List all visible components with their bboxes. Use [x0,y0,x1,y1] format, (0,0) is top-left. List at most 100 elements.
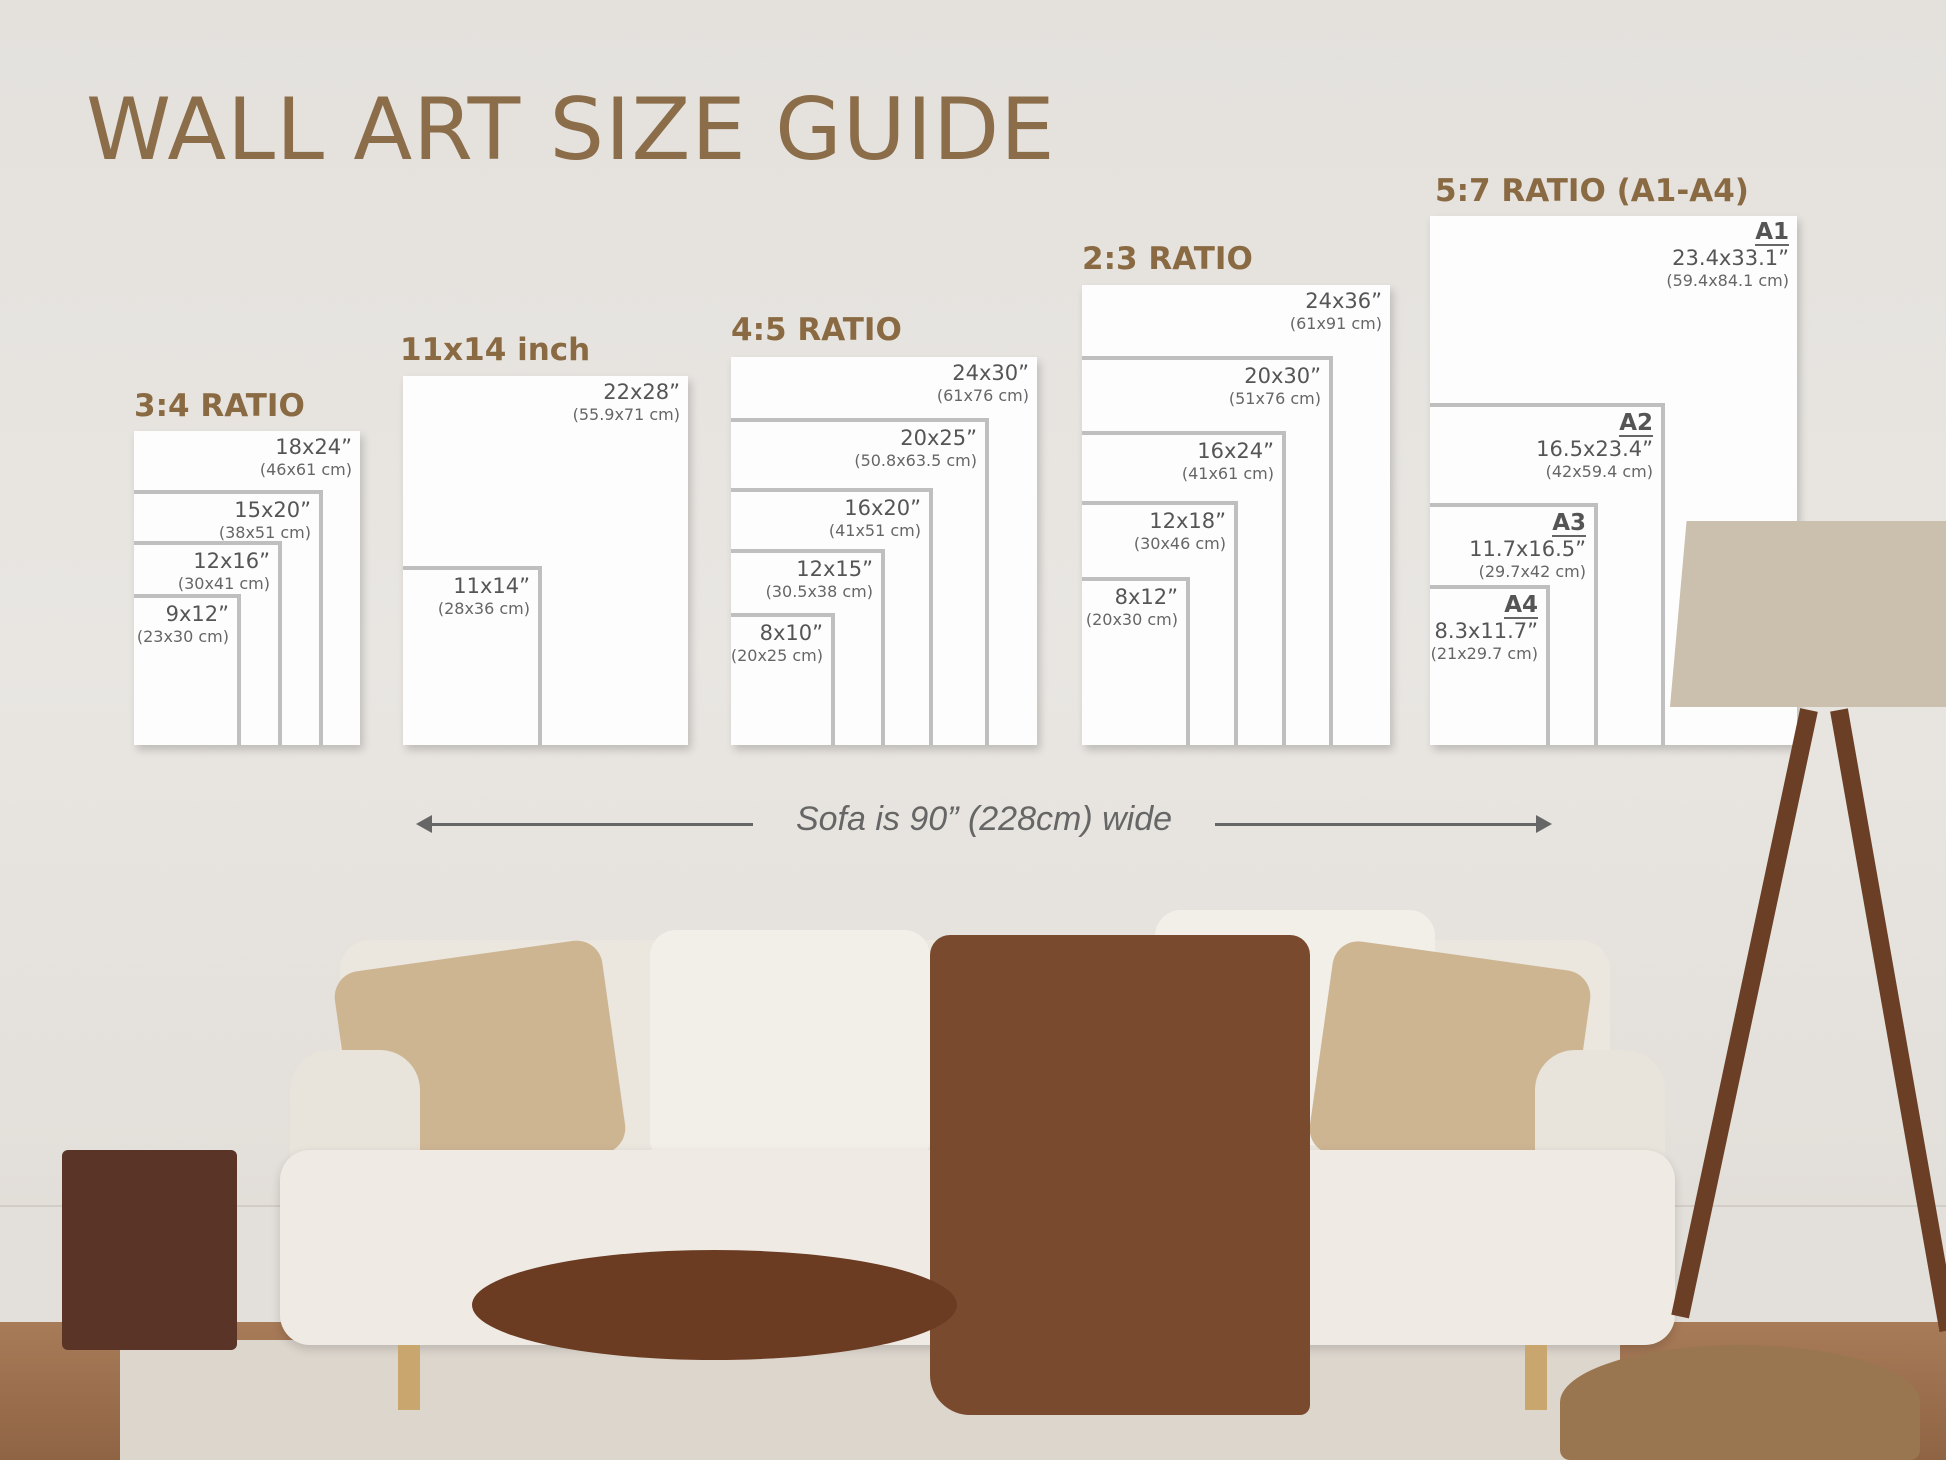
size-inches: 18x24” [275,435,352,459]
ratio-heading: 5:7 RATIO (A1-A4) [1435,173,1749,209]
size-cm: (38x51 cm) [218,523,311,543]
size-cm: (29.7x42 cm) [1478,562,1586,582]
size-outline: A4 8.3x11.7” (21x29.7 cm) [1430,585,1550,745]
size-label: 24x30” (61x76 cm) [937,361,1029,405]
size-cm: (20x25 cm) [730,646,823,666]
size-inches: 11.7x16.5” [1469,537,1586,562]
size-cm: (23x30 cm) [136,627,229,647]
lamp-shade [1670,521,1946,707]
size-outline: 11x14” (28x36 cm) [403,566,542,745]
size-cm: (42x59.4 cm) [1545,462,1653,482]
size-outline: 15x20” (38x51 cm) [134,490,323,745]
size-outline: 20x25” (50.8x63.5 cm) [731,418,989,745]
size-label: A1 23.4x33.1” (59.4x84.1 cm) [1666,220,1789,291]
size-inches: 12x15” [796,557,873,581]
size-label: 18x24” (46x61 cm) [260,435,352,479]
size-outline: 12x16” (30x41 cm) [134,541,282,745]
size-label: 12x18” (30x46 cm) [1134,509,1226,553]
size-cm: (30.5x38 cm) [765,582,873,602]
size-inches: 9x12” [165,602,229,626]
rug [120,1340,1620,1460]
size-cm: (46x61 cm) [259,460,352,480]
size-outline: 12x15” (30.5x38 cm) [731,549,885,745]
size-outline: 8x10” (20x25 cm) [731,613,835,745]
size-outline: A2 16.5x23.4” (42x59.4 cm) [1430,403,1665,745]
paper-size-name: A2 [1619,410,1653,438]
size-inches: 24x30” [952,361,1029,385]
sofa-width-note: Sofa is 90” (228cm) wide [795,800,1173,838]
pouf [1560,1345,1920,1460]
size-cm: (41x51 cm) [828,521,921,541]
size-outline: A3 11.7x16.5” (29.7x42 cm) [1430,503,1598,745]
ratio-heading: 4:5 RATIO [731,312,902,348]
size-label: A2 16.5x23.4” (42x59.4 cm) [1536,411,1653,482]
size-inches: 22x28” [603,380,680,404]
sofa-leg [398,1345,420,1410]
size-cm: (61x91 cm) [1289,314,1382,334]
size-label: 11x14” (28x36 cm) [438,574,530,618]
size-label: 9x12” (23x30 cm) [137,602,229,646]
size-label: 12x15” (30.5x38 cm) [766,557,873,601]
size-inches: 16x20” [844,496,921,520]
size-label: A3 11.7x16.5” (29.7x42 cm) [1469,511,1586,582]
size-cm: (55.9x71 cm) [572,405,680,425]
size-cm: (61x76 cm) [936,386,1029,406]
size-label: 24x36” (61x91 cm) [1290,289,1382,333]
size-label: 22x28” (55.9x71 cm) [573,380,680,424]
size-cm: (59.4x84.1 cm) [1666,271,1789,291]
arrow-right-icon [1215,815,1552,833]
print-board: 18x24” (46x61 cm) 15x20” (38x51 cm) 12x16” (3… [134,431,360,745]
sofa-leg [1525,1345,1547,1410]
ratio-heading: 11x14 inch [400,332,591,368]
size-outline: 16x20” (41x51 cm) [731,488,933,745]
size-cm: (41x61 cm) [1181,464,1274,484]
pillow [650,930,930,1165]
size-label: 16x24” (41x61 cm) [1182,439,1274,483]
size-inches: 20x25” [900,426,977,450]
size-inches: 15x20” [234,498,311,522]
page-title: WALL ART SIZE GUIDE [86,80,1056,180]
size-cm: (50.8x63.5 cm) [854,451,977,471]
size-cm: (51x76 cm) [1228,389,1321,409]
size-label: 15x20” (38x51 cm) [219,498,311,542]
size-inches: 16x24” [1197,439,1274,463]
size-label: 8x10” (20x25 cm) [731,621,823,665]
size-label: 16x20” (41x51 cm) [829,496,921,540]
size-label: A4 8.3x11.7” (21x29.7 cm) [1431,593,1538,664]
ratio-heading: 2:3 RATIO [1082,241,1253,277]
size-inches: 20x30” [1244,364,1321,388]
size-inches: 23.4x33.1” [1672,246,1789,271]
size-label: 12x16” (30x41 cm) [178,549,270,593]
size-cm: (20x30 cm) [1085,610,1178,630]
size-cm: (28x36 cm) [437,599,530,619]
print-board: 22x28” (55.9x71 cm) 11x14” (28x36 cm) [403,376,688,745]
arrow-left-icon [416,815,753,833]
size-inches: 12x18” [1149,509,1226,533]
size-cm: (21x29.7 cm) [1430,644,1538,664]
size-inches: 8.3x11.7” [1434,619,1538,644]
size-cm: (30x41 cm) [177,574,270,594]
ratio-heading: 3:4 RATIO [134,388,305,424]
size-inches: 8x12” [1114,585,1178,609]
size-label: 8x12” (20x30 cm) [1086,585,1178,629]
size-label: 20x25” (50.8x63.5 cm) [854,426,977,470]
size-inches: 16.5x23.4” [1536,437,1653,462]
size-inches: 11x14” [453,574,530,598]
size-outline: 12x18” (30x46 cm) [1082,501,1238,745]
paper-size-name: A4 [1504,592,1538,620]
throw-blanket [930,935,1310,1415]
print-board: 24x30” (61x76 cm) 20x25” (50.8x63.5 cm) 16x2… [731,357,1037,745]
size-outline: 20x30” (51x76 cm) [1082,356,1333,745]
size-outline: 9x12” (23x30 cm) [134,594,241,745]
size-outline: 16x24” (41x61 cm) [1082,431,1286,745]
magazine-rack [62,1150,237,1350]
paper-size-name: A3 [1552,510,1586,538]
size-cm: (30x46 cm) [1133,534,1226,554]
size-outline: 8x12” (20x30 cm) [1082,577,1190,745]
size-inches: 24x36” [1305,289,1382,313]
paper-size-name: A1 [1755,219,1789,247]
size-label: 20x30” (51x76 cm) [1229,364,1321,408]
size-inches: 12x16” [193,549,270,573]
size-inches: 8x10” [759,621,823,645]
coffee-table [472,1250,957,1360]
